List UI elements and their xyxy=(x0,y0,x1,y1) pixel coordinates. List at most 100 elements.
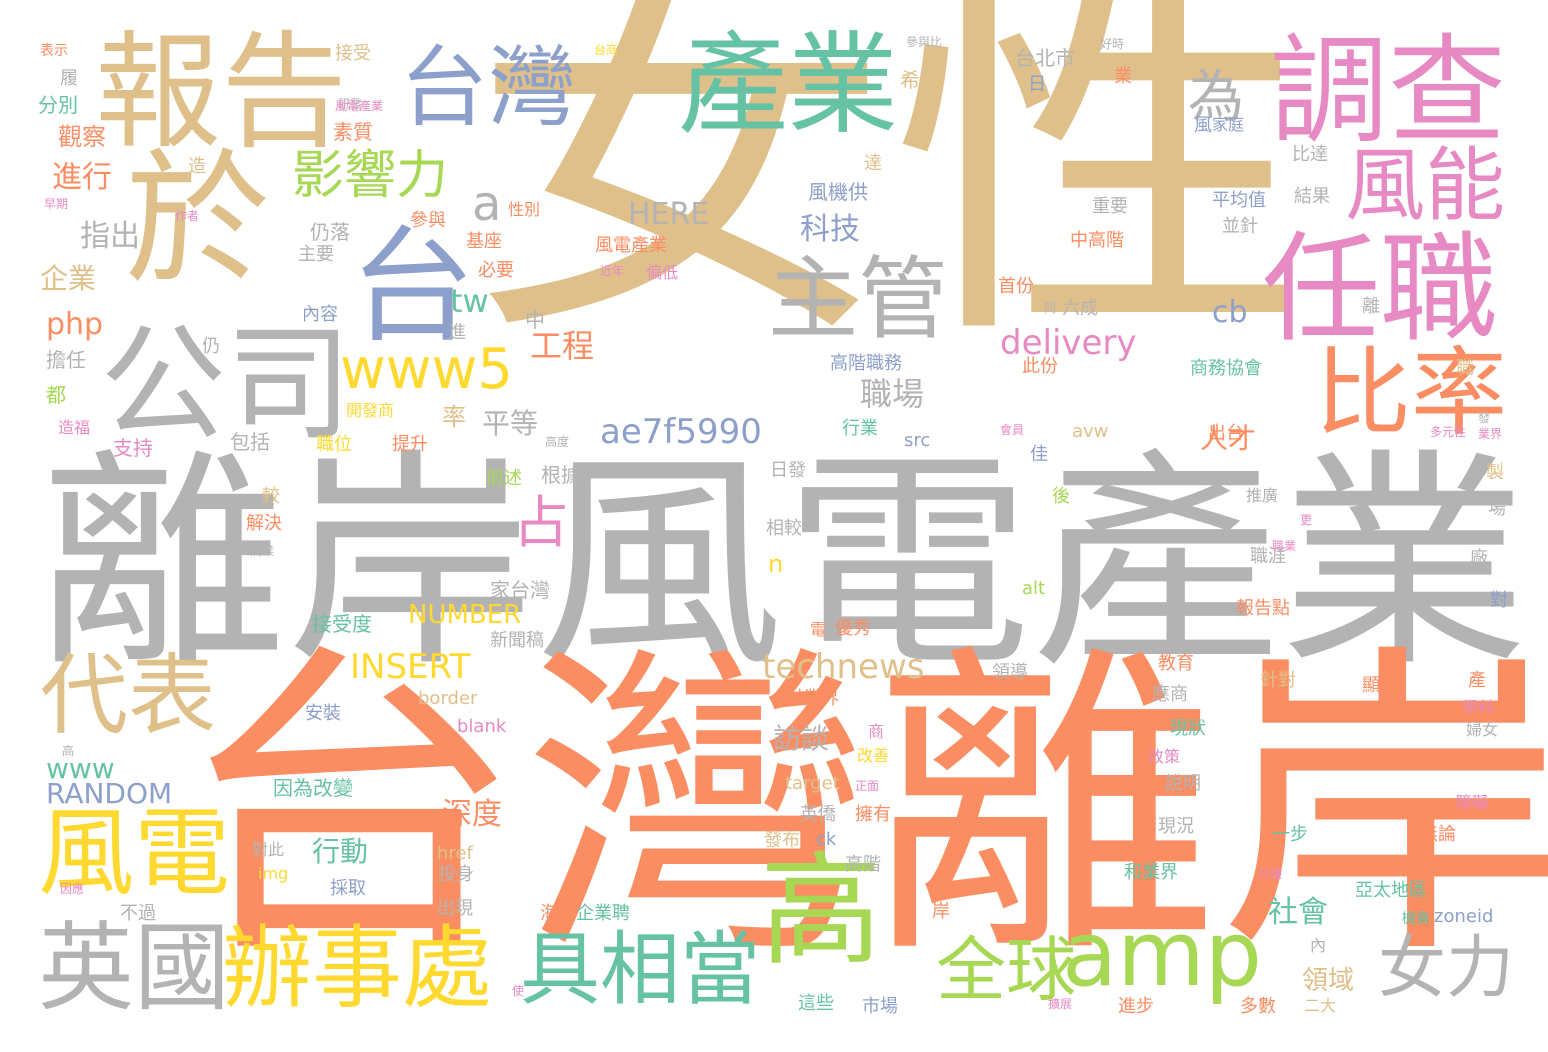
word: 業 xyxy=(1114,66,1132,87)
word: 指出 xyxy=(80,219,140,254)
word: tw xyxy=(450,282,489,320)
word: NUMBER xyxy=(408,600,522,630)
word: amp xyxy=(1062,902,1262,1007)
word: RANDOM xyxy=(46,777,173,810)
word: 職涯 xyxy=(1250,546,1286,567)
word: 高階 xyxy=(845,854,881,875)
word: 佳 xyxy=(1030,444,1048,465)
word: 這些 xyxy=(798,993,834,1014)
word: 深度 xyxy=(442,797,502,832)
word: 安裝 xyxy=(305,703,341,724)
word: 近年 xyxy=(600,264,625,278)
word: 作者 xyxy=(175,209,200,223)
word: 離岸風電產業 xyxy=(38,431,1529,698)
word: 英僑 xyxy=(800,804,836,825)
word: 市場 xyxy=(862,996,898,1017)
word: 於 xyxy=(125,136,270,305)
word: 使 xyxy=(512,984,525,998)
word: 職位 xyxy=(316,434,352,455)
word: 商務協會 xyxy=(1190,358,1262,379)
word: 無論 xyxy=(1420,824,1456,845)
word: 觀察 xyxy=(58,123,106,151)
word: 希望 xyxy=(900,68,940,92)
word: 調查 xyxy=(1270,22,1507,160)
word: 正面 xyxy=(855,779,880,793)
word: alt xyxy=(1022,578,1046,599)
word: 中高階 xyxy=(1070,230,1124,251)
word: 造福 xyxy=(58,418,91,437)
word: 工程 xyxy=(530,327,595,365)
word: 中 xyxy=(525,308,545,332)
word: 相較 xyxy=(766,518,802,539)
word: 高 xyxy=(62,744,75,758)
word: 出現 xyxy=(437,898,473,919)
word: 家庭 xyxy=(1212,115,1245,134)
word: 改善 xyxy=(857,746,890,765)
word: 人才 xyxy=(1200,422,1257,455)
word: 主要 xyxy=(298,244,334,265)
word: 場 xyxy=(1488,498,1506,519)
word: 主管 xyxy=(768,247,948,352)
word: 六成 xyxy=(1062,298,1098,319)
word: img xyxy=(258,864,289,883)
word: 對業界 xyxy=(785,688,839,709)
word: 根據 xyxy=(541,463,581,487)
word: 行動 xyxy=(312,835,369,868)
word: 影響力 xyxy=(292,146,449,206)
word: 亞太地區 xyxy=(1355,880,1427,901)
word: href xyxy=(437,843,473,864)
word: 風電產業 xyxy=(335,99,384,113)
word: 具相當 xyxy=(520,923,760,1016)
word: 分別 xyxy=(38,93,78,117)
word: 支持 xyxy=(113,436,153,460)
word: 接受 xyxy=(335,43,371,64)
word: 進 xyxy=(448,322,466,343)
word: zoneid xyxy=(1434,906,1494,927)
word: 離 xyxy=(1362,296,1380,317)
word: 多元性 xyxy=(1430,425,1467,439)
word: 都 xyxy=(46,383,66,407)
word: 推廣 xyxy=(1246,486,1279,505)
word: 高階職務 xyxy=(830,353,902,374)
word: 比率 xyxy=(1315,337,1507,449)
word: 說明 xyxy=(1165,773,1201,794)
word: 新聞稿 xyxy=(490,630,544,651)
word: 履 xyxy=(60,68,78,89)
word: 二大 xyxy=(1304,996,1337,1015)
word: 台 xyxy=(350,215,475,360)
word: 內容 xyxy=(302,304,338,325)
word: 提升 xyxy=(392,434,428,455)
word: 報告 xyxy=(95,19,347,166)
word: 性別 xyxy=(508,200,541,219)
word: 商 xyxy=(868,722,885,741)
word: 為 xyxy=(1188,65,1244,130)
word: 風電產業 xyxy=(595,235,667,256)
word: 職業 xyxy=(1272,539,1297,553)
word: 教育 xyxy=(1158,653,1194,674)
word: technews xyxy=(762,647,925,687)
word: 分鐘 xyxy=(1258,867,1283,881)
word: 研發 xyxy=(338,97,363,111)
word: 因應 xyxy=(60,882,85,896)
word: 電 xyxy=(810,620,827,639)
word: 台商 xyxy=(594,43,619,57)
word: 針對 xyxy=(1260,670,1296,691)
word: 顯示 xyxy=(1362,675,1398,696)
word: 優秀 xyxy=(835,618,871,639)
word: 擔任 xyxy=(46,348,86,372)
word: avw xyxy=(1072,421,1109,442)
word: 好時 xyxy=(1100,37,1125,51)
word: 並針 xyxy=(1222,216,1258,237)
word: 必要 xyxy=(478,260,514,281)
word: 重要 xyxy=(1092,196,1128,217)
word: 業界 xyxy=(1478,427,1503,441)
word: 製 xyxy=(1486,462,1504,483)
word: 採取 xyxy=(330,878,366,899)
word: www5 xyxy=(340,337,514,402)
word: 偏低 xyxy=(646,263,679,282)
word: 造 xyxy=(188,156,206,177)
word: 進行 xyxy=(52,160,112,195)
word: 和業界 xyxy=(1124,862,1178,883)
word: 行業 xyxy=(842,418,878,439)
word: 氣候 xyxy=(250,544,275,558)
